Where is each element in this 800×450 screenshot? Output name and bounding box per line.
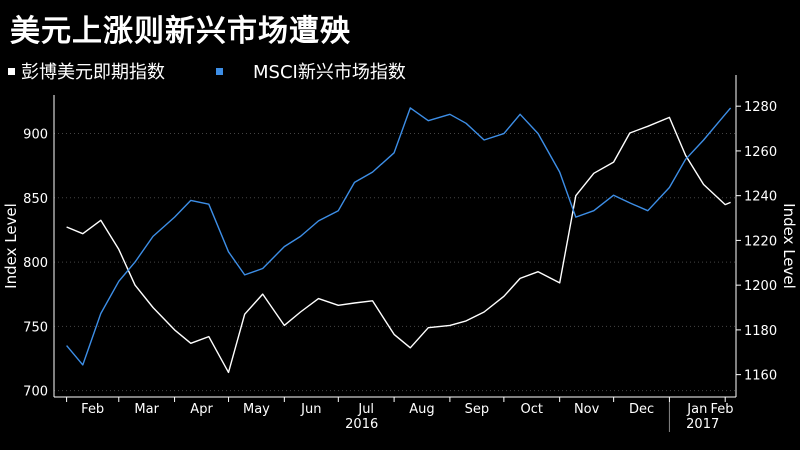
- y-right-tick-label: 1260: [744, 145, 777, 160]
- y-left-tick-label: 700: [23, 385, 48, 400]
- legend-item-usd-index: 彭博美元即期指数: [8, 58, 165, 84]
- axis-labels: 700 750 800 850 900 1160 1180 1200 1220 1240 1260 1…: [2, 100, 798, 432]
- x-year-label: 2016: [345, 417, 378, 432]
- y-right-tick-label: 1200: [744, 279, 777, 294]
- x-month-label: Aug: [409, 402, 434, 417]
- x-year-label: 2017: [686, 417, 719, 432]
- legend-label-usd-index: 彭博美元即期指数: [21, 62, 165, 83]
- x-month-label: Jul: [357, 402, 374, 417]
- y-left-tick-label: 850: [23, 192, 48, 207]
- y-left-tick-label: 900: [23, 128, 48, 143]
- x-month-label: Nov: [574, 402, 600, 417]
- x-month-label: Oct: [521, 402, 543, 417]
- x-month-label: Jun: [300, 402, 321, 417]
- y-left-tick-label: 750: [23, 320, 48, 335]
- gridlines: [54, 133, 736, 392]
- legend-label-msci-em: MSCI新兴市场指数: [253, 62, 406, 83]
- series-lines: [66, 107, 732, 374]
- y-right-tick-label: 1220: [744, 234, 777, 249]
- x-month-label: Sep: [465, 402, 490, 417]
- y-right-tick-label: 1240: [744, 190, 777, 205]
- x-month-label: Apr: [190, 402, 213, 417]
- y-right-tick-label: 1160: [744, 369, 777, 384]
- legend-swatch-blue: [216, 67, 223, 75]
- series-line-msci-em: [66, 107, 732, 366]
- x-month-label: May: [243, 402, 270, 417]
- y-right-axis-title: Index Level: [780, 203, 798, 289]
- legend-item-msci-em: MSCI新兴市场指数: [216, 58, 406, 84]
- legend-swatch-white: [8, 67, 15, 75]
- y-left-tick-label: 800: [23, 256, 48, 271]
- chart-title: 美元上涨则新兴市场遭殃: [10, 14, 351, 49]
- x-month-label: Jan: [686, 402, 707, 417]
- y-right-tick-label: 1180: [744, 324, 777, 339]
- y-right-tick-label: 1280: [744, 100, 777, 115]
- x-month-label: Feb: [710, 402, 733, 417]
- series-line-usd-index: [66, 116, 731, 374]
- x-month-label: Dec: [629, 402, 654, 417]
- x-month-label: Mar: [134, 402, 159, 417]
- axes: [53, 75, 741, 432]
- x-month-label: Feb: [81, 402, 104, 417]
- y-left-axis-title: Index Level: [2, 203, 20, 289]
